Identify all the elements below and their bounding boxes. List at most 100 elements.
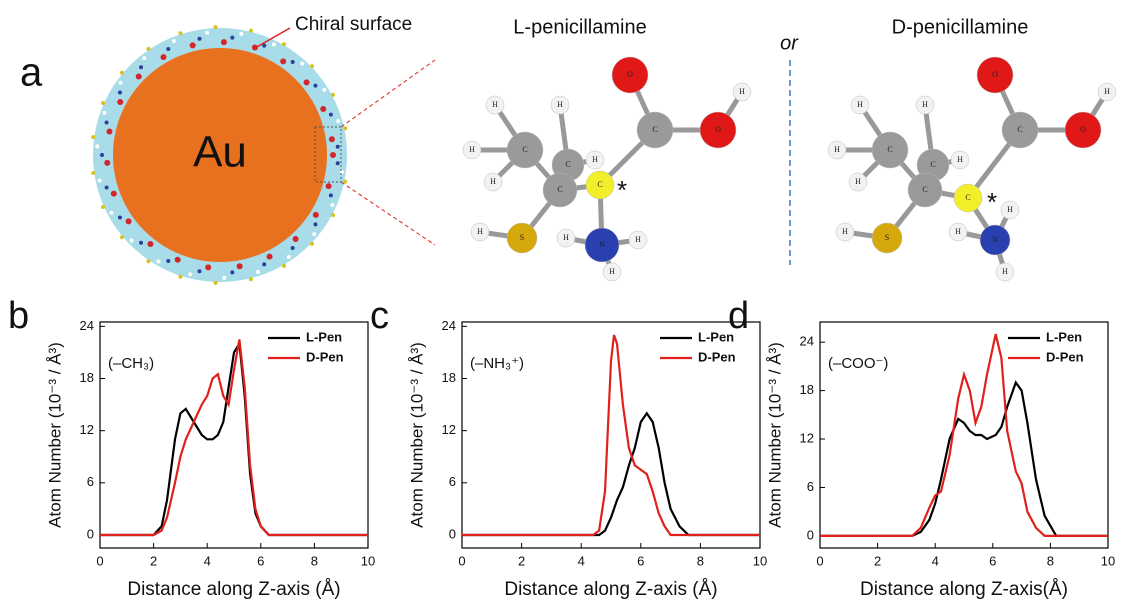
ligand-dot bbox=[139, 65, 143, 69]
ligand-dot bbox=[95, 144, 99, 148]
molecule-title: D-penicillamine bbox=[892, 16, 1029, 38]
panel-label: b bbox=[8, 295, 29, 337]
y-tick-label: 18 bbox=[80, 370, 94, 385]
x-axis-label: Distance along Z-axis(Å) bbox=[860, 579, 1068, 600]
atom-label: H bbox=[855, 177, 861, 186]
x-tick-label: 6 bbox=[989, 553, 996, 568]
atom-label: C bbox=[922, 185, 927, 194]
ligand-dot bbox=[267, 254, 273, 260]
ligand-dot bbox=[343, 126, 347, 130]
y-tick-label: 24 bbox=[800, 334, 814, 349]
ligand-dot bbox=[118, 90, 122, 94]
ligand-dot bbox=[343, 180, 347, 184]
x-tick-label: 2 bbox=[518, 553, 525, 568]
y-tick-label: 6 bbox=[449, 474, 456, 489]
y-tick-label: 12 bbox=[80, 422, 94, 437]
atom-label: N bbox=[992, 235, 998, 244]
atom-label: H bbox=[955, 227, 961, 236]
atom-label: C bbox=[652, 125, 657, 134]
y-tick-label: 18 bbox=[800, 382, 814, 397]
atom-label: H bbox=[1002, 267, 1008, 276]
x-tick-label: 10 bbox=[1101, 553, 1115, 568]
molecule: HCHHHCHCCOCOHSHNHHH* bbox=[828, 57, 1116, 281]
atom-label: O bbox=[1080, 125, 1086, 134]
ligand-dot bbox=[331, 93, 335, 97]
ligand-dot bbox=[313, 84, 317, 88]
atom-label: C bbox=[565, 160, 570, 169]
ligand-dot bbox=[188, 272, 192, 276]
ligand-dot bbox=[142, 56, 146, 60]
ligand-dot bbox=[190, 42, 196, 48]
annotation: (–NH₃⁺) bbox=[470, 355, 524, 372]
y-axis-label: Atom Number (10⁻³ / Å³) bbox=[407, 342, 426, 528]
atom-label: C bbox=[965, 193, 970, 202]
legend-label: L-Pen bbox=[306, 329, 342, 344]
ligand-dot bbox=[126, 218, 132, 224]
x-tick-label: 6 bbox=[257, 553, 264, 568]
legend-label: L-Pen bbox=[1046, 329, 1082, 344]
y-axis-label: Atom Number (10⁻³ / Å³) bbox=[45, 342, 64, 528]
ligand-dot bbox=[340, 170, 344, 174]
atom-label: H bbox=[563, 233, 569, 242]
x-tick-label: 8 bbox=[697, 553, 704, 568]
ligand-dot bbox=[222, 276, 226, 280]
ligand-dot bbox=[300, 62, 304, 66]
ligand-dot bbox=[161, 54, 167, 60]
ligand-dot bbox=[166, 47, 170, 51]
y-tick-label: 12 bbox=[442, 422, 456, 437]
ligand-dot bbox=[136, 74, 142, 80]
atom-label: O bbox=[715, 125, 721, 134]
molecule-title: L-penicillamine bbox=[513, 16, 646, 38]
x-tick-label: 4 bbox=[578, 553, 585, 568]
ligand-dot bbox=[336, 119, 340, 123]
x-tick-label: 4 bbox=[932, 553, 939, 568]
y-tick-label: 6 bbox=[807, 479, 814, 494]
ligand-dot bbox=[101, 101, 105, 105]
ligand-dot bbox=[331, 213, 335, 217]
ligand-dot bbox=[147, 241, 153, 247]
y-tick-label: 18 bbox=[442, 370, 456, 385]
atom-label: O bbox=[992, 70, 998, 79]
ligand-dot bbox=[313, 222, 317, 226]
x-tick-label: 0 bbox=[816, 553, 823, 568]
x-tick-label: 8 bbox=[1047, 553, 1054, 568]
legend-label: D-Pen bbox=[698, 349, 736, 364]
atom-label: H bbox=[477, 227, 483, 236]
atom-label: H bbox=[1104, 87, 1110, 96]
ligand-dot bbox=[291, 246, 295, 250]
annotation: (–COO⁻) bbox=[828, 355, 888, 372]
ligand-dot bbox=[102, 111, 106, 115]
ligand-dot bbox=[282, 42, 286, 46]
atom-label: H bbox=[857, 100, 863, 109]
ligand-dot bbox=[336, 145, 340, 149]
ligand-dot bbox=[313, 212, 319, 218]
ligand-dot bbox=[237, 263, 243, 269]
panel-label: c bbox=[370, 295, 389, 337]
ligand-dot bbox=[109, 211, 113, 215]
atom-label: H bbox=[592, 155, 598, 164]
ligand-dot bbox=[280, 58, 286, 64]
x-axis-label: Distance along Z-axis (Å) bbox=[504, 579, 717, 600]
ligand-dot bbox=[272, 42, 276, 46]
ligand-dot bbox=[282, 264, 286, 268]
ligand-dot bbox=[101, 205, 105, 209]
ligand-dot bbox=[230, 270, 234, 274]
ligand-dot bbox=[198, 269, 202, 273]
ligand-dot bbox=[329, 193, 333, 197]
ligand-dot bbox=[120, 71, 124, 75]
atom-label: H bbox=[557, 100, 563, 109]
ligand-dot bbox=[157, 260, 161, 264]
ligand-dot bbox=[312, 232, 316, 236]
ligand-dot bbox=[329, 113, 333, 117]
ligand-dot bbox=[310, 64, 314, 68]
x-axis-label: Distance along Z-axis (Å) bbox=[127, 579, 340, 600]
ligand-dot bbox=[91, 135, 95, 139]
chiral-marker: * bbox=[617, 175, 627, 205]
y-tick-label: 6 bbox=[87, 474, 94, 489]
ligand-dot bbox=[100, 153, 104, 157]
x-tick-label: 10 bbox=[753, 553, 767, 568]
data-line bbox=[820, 383, 1108, 536]
chiral-marker: * bbox=[987, 187, 997, 217]
ligand-dot bbox=[105, 120, 109, 124]
atom-label: C bbox=[522, 145, 527, 154]
